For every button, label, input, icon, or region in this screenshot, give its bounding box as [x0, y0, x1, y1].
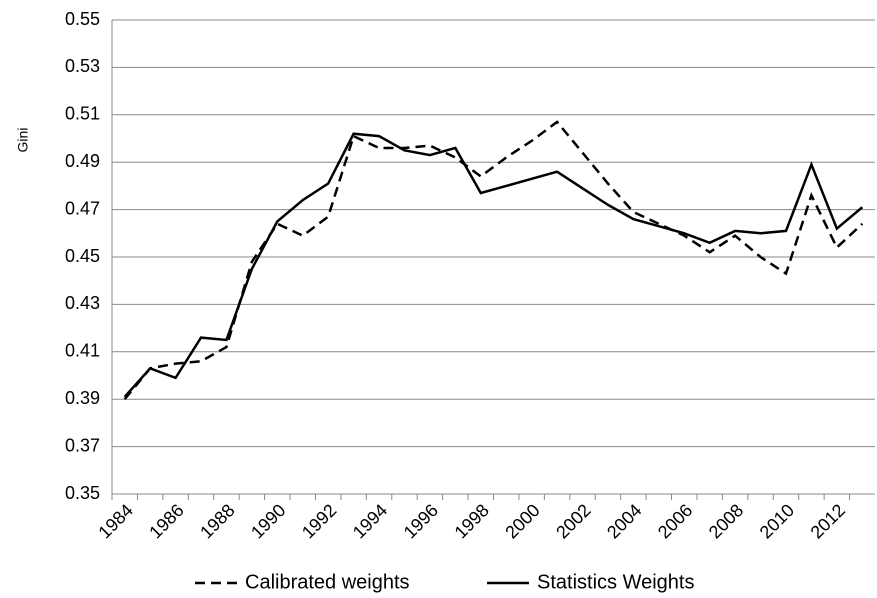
y-tick-label: 0.53 [65, 56, 100, 76]
x-tick-label: 1988 [196, 500, 238, 542]
x-tick-label: 1994 [349, 500, 391, 542]
legend-label: Calibrated weights [245, 571, 410, 593]
x-tick-label: 1996 [400, 500, 442, 542]
series-line [123, 120, 864, 400]
x-tick-label: 2000 [501, 500, 543, 542]
y-tick-label: 0.39 [65, 388, 100, 408]
x-tick-label: 1992 [298, 500, 340, 542]
x-tick-label: 1984 [94, 500, 136, 542]
y-tick-label: 0.47 [65, 198, 100, 218]
x-tick-label: 2012 [807, 500, 849, 542]
y-tick-label: 0.55 [65, 9, 100, 29]
y-tick-label: 0.41 [65, 341, 100, 361]
y-tick-label: 0.45 [65, 246, 100, 266]
legend-label: Statistics Weights [537, 571, 694, 593]
x-tick-label: 2010 [756, 500, 798, 542]
y-axis-label: Gini [15, 128, 31, 153]
x-tick-label: 1998 [451, 500, 493, 542]
x-tick-label: 1990 [247, 500, 289, 542]
x-tick-label: 1986 [145, 500, 187, 542]
x-tick-label: 2008 [705, 500, 747, 542]
y-tick-label: 0.49 [65, 151, 100, 171]
y-tick-label: 0.35 [65, 483, 100, 503]
y-tick-label: 0.51 [65, 104, 100, 124]
x-tick-label: 2002 [552, 500, 594, 542]
y-tick-label: 0.37 [65, 435, 100, 455]
x-tick-label: 2006 [654, 500, 696, 542]
series-line [123, 132, 864, 398]
y-tick-label: 0.43 [65, 293, 100, 313]
x-tick-label: 2004 [603, 500, 645, 542]
